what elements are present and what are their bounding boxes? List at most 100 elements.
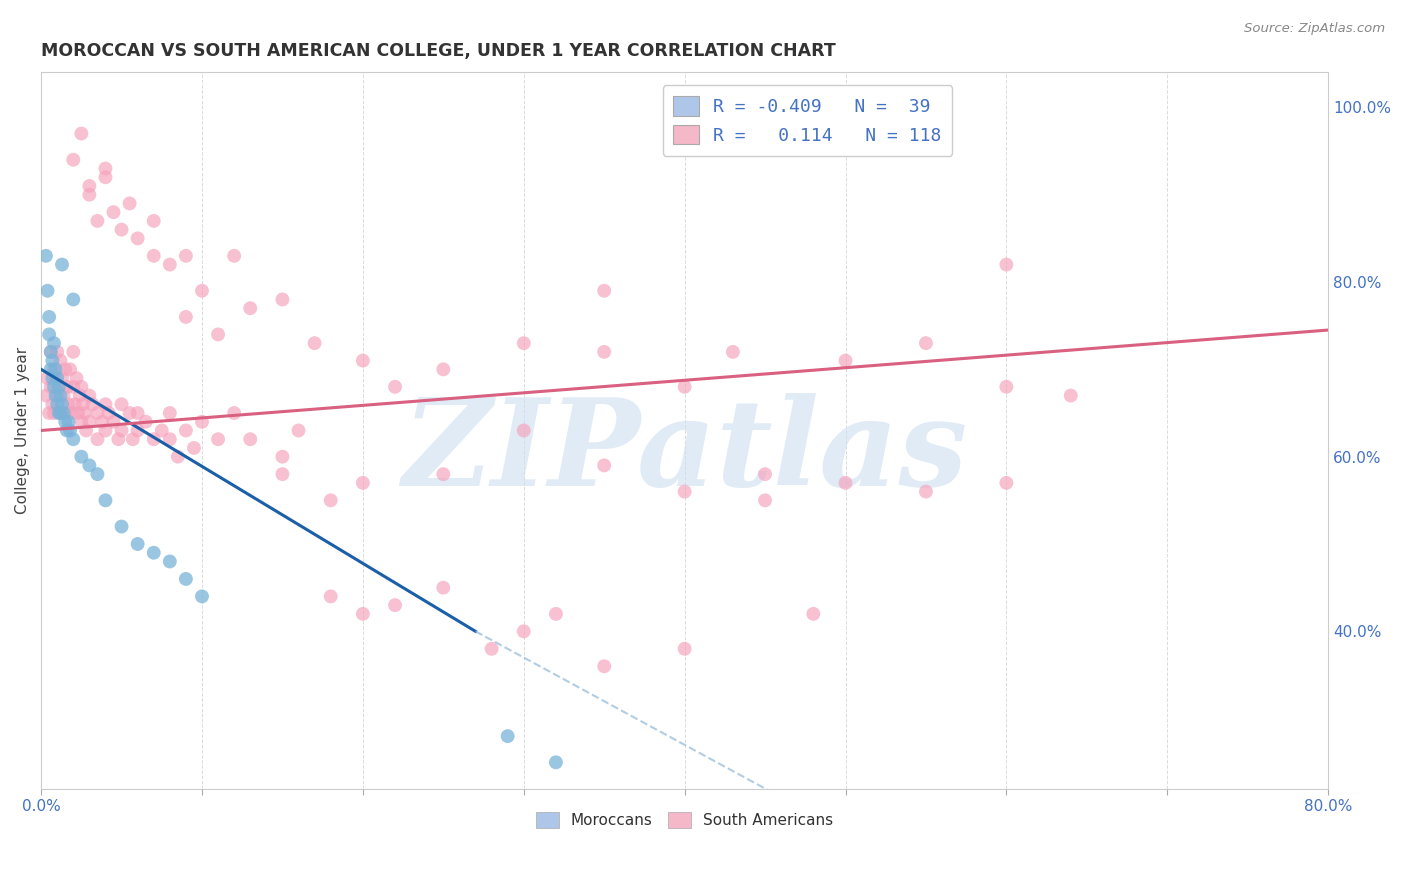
Point <box>1060 388 1083 402</box>
Point <box>60 406 83 420</box>
Point <box>207 432 229 446</box>
Point <box>271 450 294 464</box>
Point <box>49 406 72 420</box>
Point <box>481 641 503 656</box>
Point <box>70 415 93 429</box>
Point <box>721 344 744 359</box>
Point <box>39 362 62 376</box>
Y-axis label: College, Under 1 year: College, Under 1 year <box>15 347 30 514</box>
Point <box>159 554 181 568</box>
Point <box>995 258 1018 272</box>
Point <box>49 406 72 420</box>
Point <box>118 406 141 420</box>
Text: MOROCCAN VS SOUTH AMERICAN COLLEGE, UNDER 1 YEAR CORRELATION CHART: MOROCCAN VS SOUTH AMERICAN COLLEGE, UNDE… <box>41 42 835 60</box>
Point <box>352 607 374 621</box>
Point <box>159 406 181 420</box>
Point <box>46 397 69 411</box>
Point <box>70 450 93 464</box>
Point <box>224 249 246 263</box>
Point <box>673 380 696 394</box>
Point <box>39 344 62 359</box>
Point <box>183 441 205 455</box>
Text: Source: ZipAtlas.com: Source: ZipAtlas.com <box>1244 22 1385 36</box>
Point <box>110 519 132 533</box>
Point <box>593 659 616 673</box>
Point <box>94 161 117 176</box>
Point <box>91 415 114 429</box>
Point <box>995 475 1018 490</box>
Point <box>56 380 79 394</box>
Point <box>384 598 406 612</box>
Point <box>191 415 214 429</box>
Point <box>103 415 125 429</box>
Point <box>319 590 342 604</box>
Point <box>174 424 197 438</box>
Point <box>384 380 406 394</box>
Point <box>127 424 149 438</box>
Point <box>62 293 84 307</box>
Point <box>673 641 696 656</box>
Point <box>271 467 294 482</box>
Point <box>39 380 62 394</box>
Point <box>53 362 76 376</box>
Point <box>97 406 120 420</box>
Point <box>79 178 101 193</box>
Point <box>62 153 84 167</box>
Point <box>42 362 65 376</box>
Point <box>121 432 143 446</box>
Point <box>127 231 149 245</box>
Point <box>62 380 84 394</box>
Point <box>41 371 63 385</box>
Point <box>79 187 101 202</box>
Point <box>39 344 62 359</box>
Point <box>41 353 63 368</box>
Point <box>65 371 87 385</box>
Point <box>42 380 65 394</box>
Point <box>118 196 141 211</box>
Point <box>593 458 616 473</box>
Point <box>38 406 60 420</box>
Point <box>62 432 84 446</box>
Point <box>544 756 567 770</box>
Point <box>53 406 76 420</box>
Point <box>48 380 70 394</box>
Point <box>45 362 67 376</box>
Point <box>110 397 132 411</box>
Point <box>37 371 59 385</box>
Point <box>51 371 73 385</box>
Point <box>513 624 536 639</box>
Point <box>86 214 108 228</box>
Point <box>239 301 262 316</box>
Point <box>107 432 129 446</box>
Point <box>63 397 86 411</box>
Legend: Moroccans, South Americans: Moroccans, South Americans <box>530 806 839 835</box>
Point <box>69 388 91 402</box>
Point <box>352 475 374 490</box>
Point <box>94 397 117 411</box>
Text: ZIPatlas: ZIPatlas <box>402 392 967 511</box>
Point <box>49 388 72 402</box>
Point <box>79 458 101 473</box>
Point <box>75 424 97 438</box>
Point <box>432 467 454 482</box>
Point <box>166 450 188 464</box>
Point <box>38 310 60 324</box>
Point <box>191 590 214 604</box>
Point <box>70 380 93 394</box>
Point <box>51 397 73 411</box>
Point <box>995 380 1018 394</box>
Point <box>191 284 214 298</box>
Point <box>513 424 536 438</box>
Point <box>49 353 72 368</box>
Point <box>41 397 63 411</box>
Point <box>48 380 70 394</box>
Point <box>59 362 82 376</box>
Point <box>432 362 454 376</box>
Point <box>51 258 73 272</box>
Point <box>59 424 82 438</box>
Point <box>46 371 69 385</box>
Point <box>70 127 93 141</box>
Point <box>58 397 80 411</box>
Point <box>127 406 149 420</box>
Point <box>37 284 59 298</box>
